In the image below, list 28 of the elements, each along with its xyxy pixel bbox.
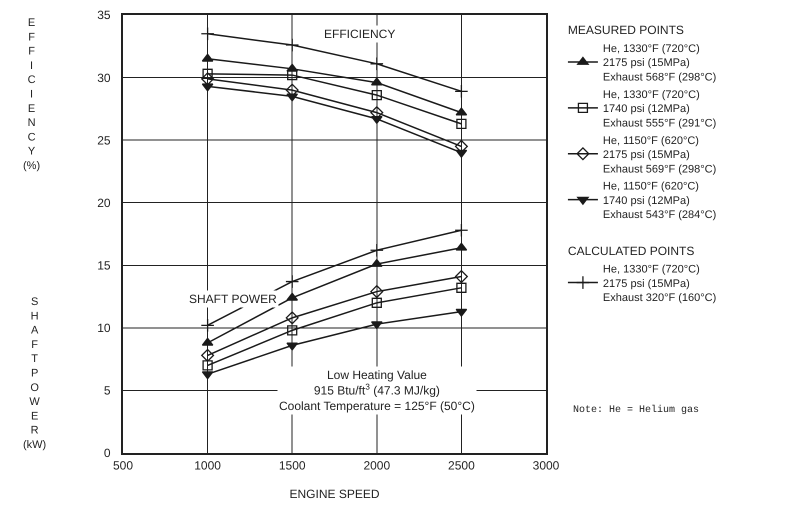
annotation: EFFICIENCY xyxy=(324,27,396,41)
y-tick-label: 25 xyxy=(97,133,111,148)
annotation: SHAFT POWER xyxy=(189,292,278,306)
x-tick-label: 3000 xyxy=(532,458,560,472)
y-tick-label: 0 xyxy=(104,446,111,460)
x-tick-label: 2500 xyxy=(448,458,476,472)
y-tick-label: 30 xyxy=(97,70,111,85)
legend-label: He, 1330°F (720°C) 1740 psi (12MPa) Exhaust 555°F (291°C) xyxy=(602,88,716,130)
y-tick-label: 5 xyxy=(104,384,111,398)
y-tick-label: 20 xyxy=(97,196,111,210)
text: EFFICIENCY (%) xyxy=(23,17,40,172)
x-axis-title: ENGINE SPEED xyxy=(289,486,380,501)
y-tick-label: 15 xyxy=(97,258,111,272)
legend-title: MEASURED POINTS xyxy=(568,23,684,38)
annotation: Low Heating Value 915 Btu/ft$^{3}$ (47.3 MJ/kg) Coolant Temperature = 125°F (50°C) xyxy=(279,368,475,414)
text: CALCULATED POINTS xyxy=(568,244,694,258)
x-tick-label: 1000 xyxy=(194,458,222,472)
y-tick-label: 35 xyxy=(97,8,111,22)
text: Note: He = Helium gas xyxy=(573,404,700,416)
legend-label: He, 1150°F (620°C) 1740 psi (12MPa) Exhaust 543°F (284°C) xyxy=(602,180,716,222)
x-tick-label: 500 xyxy=(112,458,134,472)
legend-label: He, 1330°F (720°C) 2175 psi (15MPa) Exhaust 320°F (160°C) xyxy=(602,264,716,304)
x-tick-label: 2000 xyxy=(363,458,390,472)
text: SHAFT POWER (kW) xyxy=(23,296,46,451)
y-tick-label: 10 xyxy=(97,321,111,336)
legend-label: He, 1330°F (720°C) 2175 psi (15MPa) Exhaust 568°F (298°C) xyxy=(602,42,716,84)
legend-label: He, 1150°F (620°C) 2175 psi (15MPa) Exhaust 569°F (298°C) xyxy=(602,134,716,176)
x-tick-label: 1500 xyxy=(278,458,306,472)
